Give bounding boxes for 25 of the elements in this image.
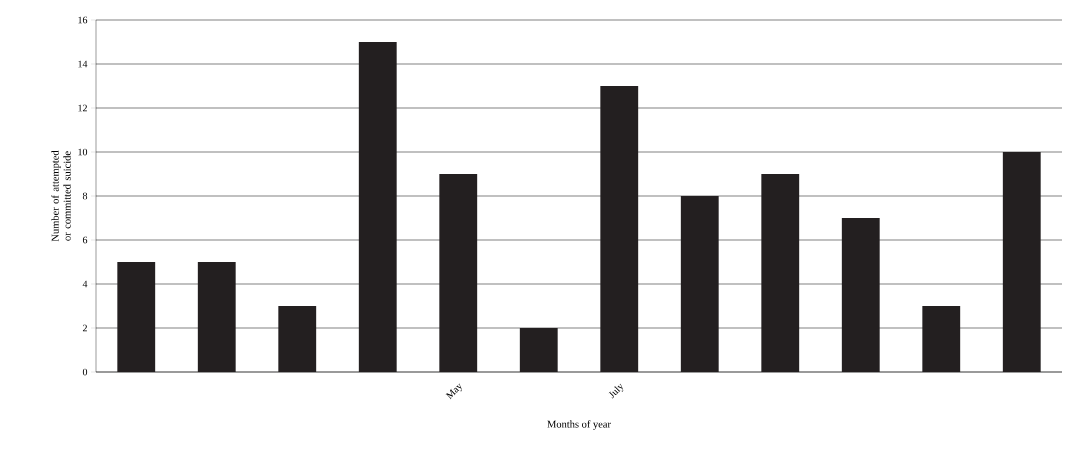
y-tick-label: 14 — [78, 60, 88, 68]
bar — [1002, 152, 1041, 372]
y-tick-label: 12 — [78, 104, 87, 112]
bar — [841, 218, 880, 372]
y-tick-label: 16 — [78, 16, 88, 24]
bar — [358, 42, 397, 372]
x-tick-label: May — [445, 383, 462, 400]
bar — [761, 174, 800, 372]
bar — [278, 306, 317, 372]
bar — [439, 174, 478, 372]
bar — [680, 196, 719, 372]
bar — [922, 306, 961, 372]
bar — [197, 262, 236, 372]
x-axis-title: Months of year — [547, 420, 611, 430]
bar — [519, 328, 558, 372]
y-tick-label: 8 — [82, 192, 88, 200]
x-tick-label: July — [608, 383, 624, 399]
bar — [117, 262, 156, 372]
y-tick-label: 2 — [82, 324, 87, 332]
y-tick-label: 0 — [82, 368, 88, 376]
y-axis-title: Number of attempted or committed suicide — [51, 150, 71, 242]
y-tick-label: 4 — [82, 280, 88, 288]
bar — [600, 86, 639, 372]
y-tick-label: 6 — [82, 236, 88, 244]
y-tick-label: 10 — [78, 148, 88, 156]
